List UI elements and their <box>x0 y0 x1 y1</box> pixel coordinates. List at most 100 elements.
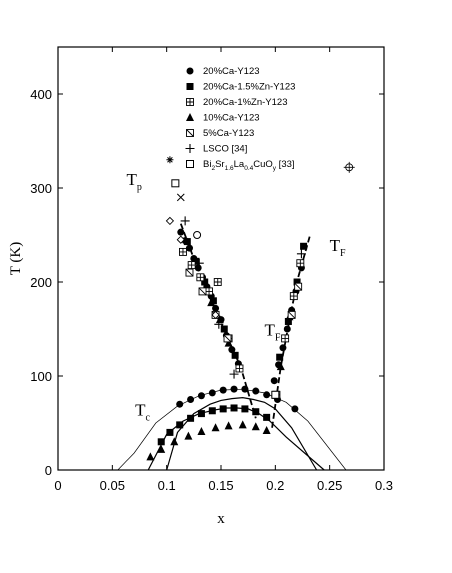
5-ca-y123-point <box>287 310 296 319</box>
20-ca-1-5-zn-y123-point <box>263 413 271 421</box>
10-ca-y123-point <box>207 298 216 307</box>
legend-text: 20%Ca-1.5%Zn-Y123 <box>203 82 295 93</box>
10-ca-y123-point <box>276 362 285 371</box>
opencircle-point <box>193 231 202 239</box>
lsco-34-point <box>194 258 204 268</box>
legend-entry-lsco-34: LSCO [34] <box>203 144 247 155</box>
curve-label-main: T <box>135 400 146 419</box>
curve-label-tp: Tp <box>126 170 141 193</box>
10-ca-y123-point <box>224 421 233 430</box>
x-tick-label: 0.1 <box>158 478 176 493</box>
lsco-34-point <box>296 249 306 259</box>
20-ca-1-5-zn-y123-point <box>230 404 238 412</box>
20-ca-y123-point <box>283 325 291 333</box>
20-ca-1-zn-y123-point <box>289 292 298 301</box>
legend-marker-20-ca-1-zn-y123 <box>186 98 194 106</box>
20-ca-y123-point <box>263 391 271 399</box>
legend-entry-10-ca-y123: 10%Ca-Y123 <box>203 113 260 124</box>
20-ca-1-5-zn-y123-point <box>300 242 308 250</box>
10-ca-y123-point <box>238 420 247 429</box>
20-ca-1-5-zn-y123-point <box>293 278 301 286</box>
10-ca-y123-point <box>197 426 206 435</box>
20-ca-y123-point <box>241 385 249 393</box>
legend-subscript: 1.6 <box>225 165 234 172</box>
lsco-34-point <box>180 216 190 226</box>
curve-label-sub: F <box>275 333 281 344</box>
bi2sr1-6la0-4cuoy-33-point <box>171 179 180 188</box>
curve-label-sub: p <box>137 182 142 193</box>
20-ca-1-zn-y123-point <box>187 261 196 270</box>
20-ca-1-5-zn-y123-point <box>176 421 184 429</box>
x-tick-label: 0.05 <box>100 478 125 493</box>
legend-marker-lsco-34 <box>185 144 195 153</box>
data-points <box>146 156 355 461</box>
legend-subscript: 2 <box>211 165 215 172</box>
diamond-point <box>211 310 220 320</box>
20-ca-y123-point <box>176 400 184 408</box>
10-ca-y123-point <box>170 437 179 446</box>
20-ca-y123-point <box>270 377 278 385</box>
5-ca-y123-point <box>223 334 232 343</box>
20-ca-1-5-zn-y123-point <box>252 408 260 416</box>
20-ca-1-zn-y123-point <box>179 247 187 256</box>
20-ca-1-zn-y123-point <box>296 259 305 268</box>
lsco-34-point <box>214 319 224 329</box>
20-ca-y123-point <box>197 392 205 400</box>
diamond-point <box>165 216 175 226</box>
legend-entry-bi2sr1-6la0-4cuoy-33: Bi2Sr1.6La0.4CuOy [33] <box>203 159 295 172</box>
asterisk-point <box>166 156 174 164</box>
curve-label-tf: TF <box>330 236 346 259</box>
20-ca-1-5-zn-y123-point <box>209 297 217 305</box>
legend-entry-20-ca-y123: 20%Ca-Y123 <box>203 66 260 77</box>
legend-entry-5-ca-y123: 5%Ca-Y123 <box>203 128 254 139</box>
5-ca-y123-point <box>294 282 303 291</box>
x-tick-label: 0.3 <box>375 478 393 493</box>
20-ca-y123-point <box>185 244 193 252</box>
legend-text: 5%Ca-Y123 <box>203 128 254 139</box>
10-ca-y123-point <box>146 452 155 461</box>
y-tick-label: 100 <box>30 369 52 384</box>
legend-marker-10-ca-y123 <box>186 113 194 121</box>
20-ca-1-5-zn-y123-point <box>183 238 191 246</box>
20-ca-y123-point <box>177 228 185 236</box>
10-ca-y123-point <box>184 431 193 440</box>
legend-text: Sr <box>215 159 225 170</box>
20-ca-y123-point <box>279 344 287 352</box>
20-ca-y123-point <box>230 385 238 393</box>
diamond-point <box>176 235 185 244</box>
20-ca-1-5-zn-y123-point <box>276 353 284 361</box>
20-ca-1-5-zn-y123-point <box>187 414 195 422</box>
20-ca-y123-point <box>252 387 260 395</box>
legend-text: LSCO [34] <box>203 144 247 155</box>
10-ca-y123-point <box>211 423 220 432</box>
20-ca-y123-point <box>208 389 216 397</box>
10-ca-y123-point <box>215 315 224 324</box>
legend-marker-20-ca-1-5-zn-y123 <box>186 83 194 90</box>
legend-subscript: 0.4 <box>244 165 253 172</box>
20-ca-1-5-zn-y123-point <box>284 317 292 325</box>
curve-label-sub: F <box>340 248 346 259</box>
20-ca-1-5-zn-y123-point <box>192 257 200 265</box>
bi2sr1-6la0-4cuoy-33-point <box>271 390 280 399</box>
20-ca-y123-point <box>291 405 299 413</box>
10-ca-y123-point <box>262 426 271 435</box>
20-ca-1-5-zn-y123-point <box>219 405 227 413</box>
lsco-34-point <box>229 369 239 379</box>
legend-text: [33] <box>276 159 295 170</box>
legend-text: 20%Ca-1%Zn-Y123 <box>203 97 288 108</box>
20-ca-1-zn-y123-point <box>205 287 213 296</box>
legend-marker-5-ca-y123 <box>186 129 194 137</box>
20-ca-1-5-zn-y123-point <box>157 438 165 446</box>
20-ca-1-5-zn-y123-point <box>166 428 174 436</box>
legend-text: CuO <box>253 159 273 170</box>
legend-text: Bi <box>203 159 211 170</box>
20-ca-y123-point <box>194 264 202 272</box>
x-tick-label: 0 <box>54 478 61 493</box>
cross-point <box>176 193 185 202</box>
legend-text: 10%Ca-Y123 <box>203 113 260 124</box>
axis-ticks: 0 0.05 0.1 0.15 0.2 0.25 0.3 0 100 200 300 400 <box>30 47 393 493</box>
curve-label-main: T <box>126 170 137 189</box>
curve-label-main: T <box>264 321 275 340</box>
y-tick-label: 0 <box>45 463 52 478</box>
legend-marker-bi2sr1-6la0-4cuoy-33 <box>186 160 194 168</box>
